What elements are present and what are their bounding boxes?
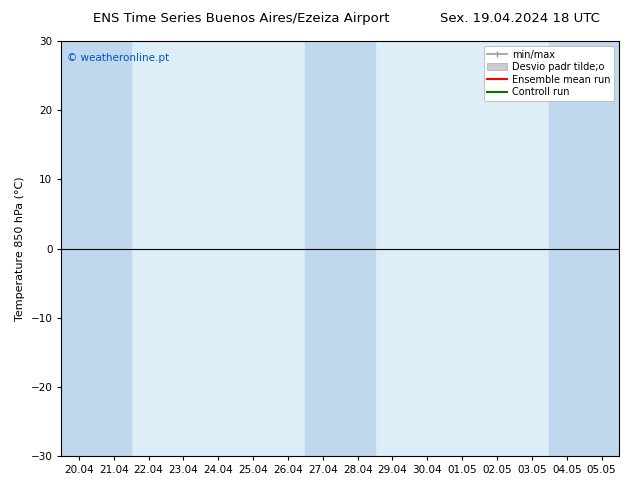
Text: Sex. 19.04.2024 18 UTC: Sex. 19.04.2024 18 UTC <box>440 12 600 25</box>
Y-axis label: Temperature 850 hPa (°C): Temperature 850 hPa (°C) <box>15 176 25 321</box>
Bar <box>61 41 96 456</box>
Legend: min/max, Desvio padr tilde;o, Ensemble mean run, Controll run: min/max, Desvio padr tilde;o, Ensemble m… <box>484 46 614 101</box>
Bar <box>306 41 340 456</box>
Bar <box>96 41 131 456</box>
Text: ENS Time Series Buenos Aires/Ezeiza Airport: ENS Time Series Buenos Aires/Ezeiza Airp… <box>93 12 389 25</box>
Text: © weatheronline.pt: © weatheronline.pt <box>67 53 169 64</box>
Bar <box>584 41 619 456</box>
Bar <box>340 41 375 456</box>
Bar <box>549 41 584 456</box>
